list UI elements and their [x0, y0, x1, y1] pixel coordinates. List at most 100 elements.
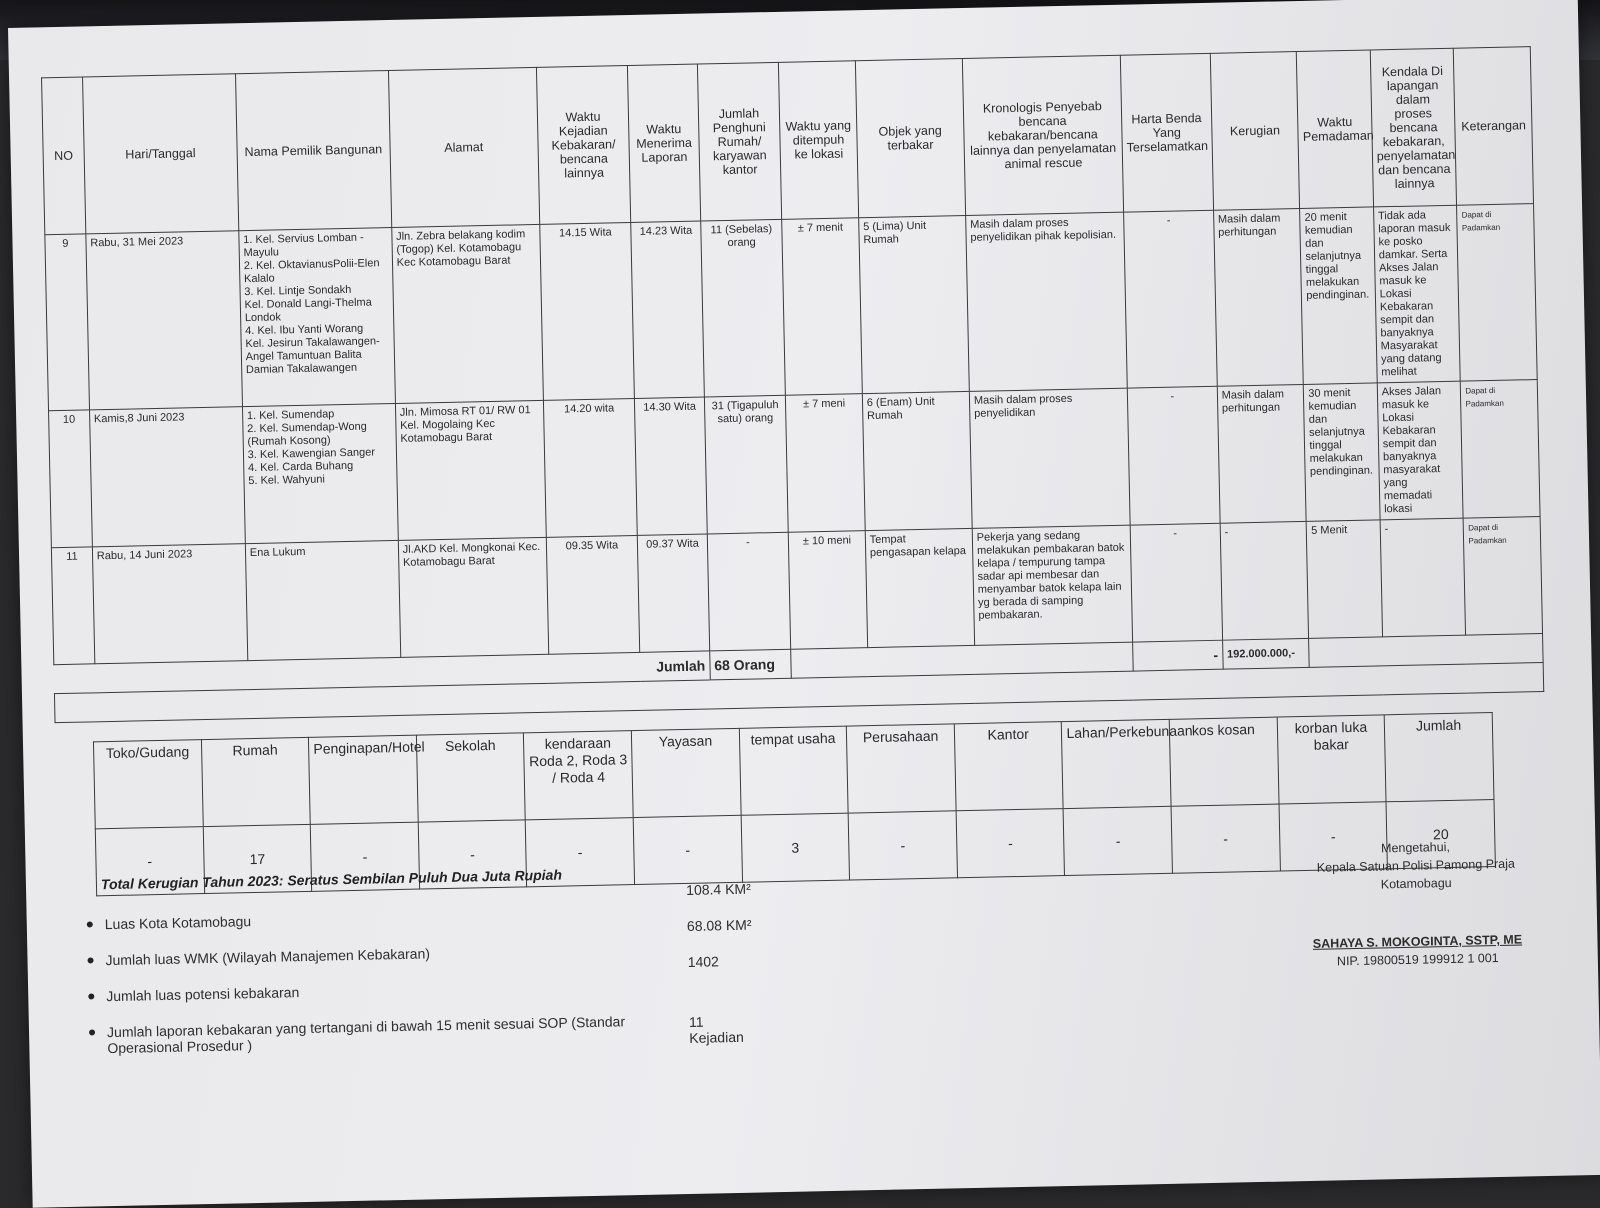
- table-cell: -: [1123, 210, 1217, 389]
- table-cell: 14.15 Wita: [539, 222, 635, 401]
- table-cell: ± 10 meni: [788, 530, 868, 650]
- category-header: Lahan/Perkebunaan: [1061, 719, 1193, 809]
- table-cell: 10: [48, 409, 93, 548]
- table-cell: Masih dalam proses penyelidikan pihak ke…: [965, 212, 1128, 392]
- table-cell: Akses Jalan masuk ke Lokasi Kebakaran se…: [1377, 381, 1464, 520]
- bullet-icon: [88, 993, 95, 1000]
- category-value: -: [1063, 806, 1173, 876]
- table-cell: -: [706, 532, 791, 651]
- table-cell: ± 7 meni: [785, 393, 865, 533]
- column-header: Waktu Kejadian Kebakaran/ bencana lainny…: [536, 65, 632, 225]
- table-cell: 11 (Sebelas) orang: [700, 219, 786, 398]
- summary-loss: 192.000.000,-: [1222, 638, 1310, 670]
- stat-label: Jumlah laporan kebakaran yang tertangani…: [106, 1013, 626, 1057]
- category-header: Sekolah: [416, 732, 526, 823]
- table-cell: Tidak ada laporan masuk ke posko damkar.…: [1373, 205, 1461, 383]
- column-header: Jumlah Penghuni Rumah/ karyawan kantor: [697, 62, 782, 222]
- table-row: 9 Rabu, 31 Mei 2023 1. Kel. Servius Lomban…: [44, 203, 1538, 411]
- table-cell: -: [1127, 386, 1220, 526]
- signature-block: Mengetahui, Kepala Satuan Polisi Pamong …: [1285, 836, 1548, 971]
- bullet-icon: [88, 1029, 96, 1036]
- table-cell: 6 (Enam) Unit Rumah: [862, 391, 973, 531]
- table-cell: 14.20 wita: [543, 398, 638, 538]
- category-value: -: [633, 815, 743, 885]
- category-header: Jumlah: [1384, 712, 1494, 802]
- table-cell: 09.37 Wita: [637, 533, 710, 653]
- table-cell: ± 7 menit: [781, 217, 863, 396]
- table-cell: 1. Kel. Servius Lomban - Mayulu 2. Kel. …: [238, 227, 396, 407]
- table-header-row: NO Hari/Tanggal Nama Pemilik Bangunan Alama…: [41, 46, 1534, 235]
- stat-value: 68.08 KM²: [686, 916, 752, 934]
- column-header: Kendala Di lapangan dalam proses bencana…: [1370, 48, 1457, 207]
- stat-label: Luas Kota Kotamobagu: [104, 913, 252, 933]
- category-value: 3: [740, 813, 850, 883]
- table-cell: 14.23 Wita: [631, 221, 705, 399]
- table-cell: 11: [51, 546, 95, 665]
- table-cell: Pekerja yang sedang melakukan pembakaran…: [972, 525, 1133, 646]
- table-cell: Rabu, 14 Juni 2023: [92, 543, 248, 664]
- table-cell: 09.35 Wita: [545, 535, 641, 655]
- column-header: Harta Benda Yang Terselamatkan: [1120, 53, 1214, 213]
- stat-item: Jumlah luas potensi kebakaran 1402: [88, 953, 848, 1005]
- column-header: Kronologis Penyebab bencana kebakaran/be…: [962, 55, 1124, 216]
- category-header: Rumah: [201, 737, 311, 827]
- category-value: -: [955, 808, 1065, 878]
- stat-value: 108.4 KM²: [686, 880, 751, 898]
- column-header: Waktu yang ditempuh ke lokasi: [778, 60, 859, 220]
- bullet-icon: [86, 921, 93, 928]
- column-header: Objek yang terbakar: [855, 58, 966, 218]
- category-value: -: [1171, 804, 1281, 874]
- category-header: korban luka bakar: [1276, 714, 1387, 805]
- table-cell: Masih dalam proses penyelidikan: [969, 388, 1131, 529]
- document-page: NO Hari/Tanggal Nama Pemilik Bangunan Alama…: [8, 0, 1600, 1208]
- table-cell: Masih dalam perhitungan: [1213, 208, 1304, 387]
- table-cell: Jl.AKD Kel. Mongkonai Kec. Kotamobagu Ba…: [398, 537, 549, 658]
- table-cell: -: [1219, 521, 1309, 641]
- stat-value: 11 Kejadian: [688, 1013, 744, 1046]
- table-cell: Masih dalam perhitungan: [1216, 384, 1307, 524]
- table-cell: 30 menit kemudian dan selanjutnya tingga…: [1303, 382, 1380, 522]
- stat-item: Jumlah laporan kebakaran yang tertangani…: [88, 1012, 744, 1057]
- table-cell: Jln. Mimosa RT 01/ RW 01 Kel. Mogolaing …: [395, 400, 546, 541]
- column-header: Waktu Menerima Laporan: [627, 64, 701, 223]
- stat-item: Jumlah luas WMK (Wilayah Manajemen Kebak…: [87, 917, 847, 969]
- table-cell: 5 (Lima) Unit Rumah: [858, 215, 970, 394]
- table-cell: Ena Lukum: [245, 540, 401, 661]
- category-header: tempat usaha: [738, 726, 849, 816]
- stat-label: Jumlah luas potensi kebakaran: [106, 984, 300, 1005]
- column-header: Hari/Tanggal: [82, 73, 239, 234]
- summary-dash: -: [1132, 640, 1223, 672]
- category-value: -: [848, 810, 958, 881]
- table-cell: 20 menit kemudian dan selanjutnya tingga…: [1299, 206, 1378, 385]
- stats-list: Luas Kota Kotamobagu 108.4 KM² Jumlah lua…: [86, 881, 850, 1077]
- table-cell: -: [1130, 523, 1223, 643]
- column-header: NO: [41, 76, 86, 235]
- category-header: Kantor: [954, 721, 1064, 811]
- category-header: Yayasan: [631, 728, 741, 818]
- table-cell: -: [1379, 518, 1466, 637]
- table-cell: Dapat di Padamkan: [1463, 516, 1543, 636]
- column-header: Waktu Pemadaman: [1296, 49, 1374, 209]
- table-cell: 31 (Tigapuluh satu) orang: [704, 395, 789, 534]
- column-header: Nama Pemilik Bangunan: [235, 70, 392, 231]
- column-header: Alamat: [388, 67, 540, 228]
- table-cell: 1. Kel. Sumendap 2. Kel. Sumendap-Wong (…: [242, 403, 399, 544]
- incident-table: NO Hari/Tanggal Nama Pemilik Bangunan Alama…: [41, 46, 1544, 723]
- table-cell: 5 Menit: [1306, 519, 1383, 639]
- summary-people: 68 Orang: [709, 649, 792, 680]
- table-cell: Kamis,8 Juni 2023: [89, 406, 246, 547]
- table-cell: 9: [44, 233, 90, 411]
- category-header: Perusahaan: [846, 723, 956, 814]
- column-header: Keterangan: [1453, 46, 1534, 206]
- bullet-icon: [87, 957, 94, 964]
- category-header: Toko/Gudang: [93, 739, 203, 829]
- table-cell: 14.30 Wita: [634, 397, 707, 536]
- table-cell: Dapat di Padamkan: [1456, 203, 1538, 382]
- table-cell: Tempat pengasapan kelapa: [864, 528, 975, 648]
- column-header: Kerugian: [1209, 51, 1300, 211]
- table-cell: Rabu, 31 Mei 2023: [85, 230, 243, 410]
- category-header: kendaraan Roda 2, Roda 3 / Roda 4: [523, 730, 634, 820]
- stat-value: 1402: [687, 953, 720, 970]
- table-cell: Dapat di Padamkan: [1460, 379, 1541, 519]
- stat-label: Jumlah luas WMK (Wilayah Manajemen Kebak…: [105, 945, 431, 969]
